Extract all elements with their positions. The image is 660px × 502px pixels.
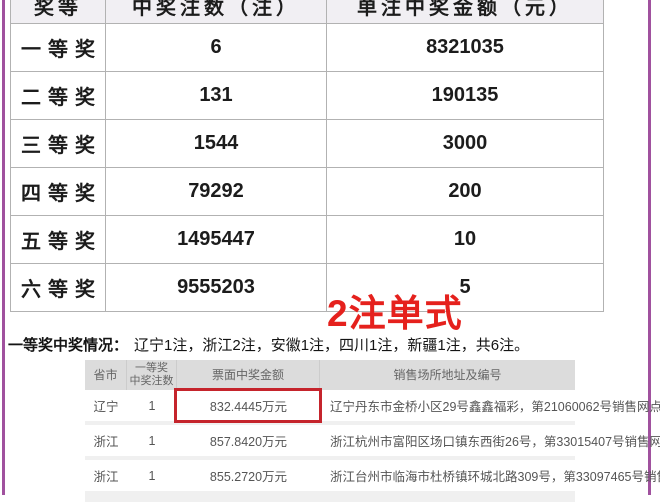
detail-header-row: 省市 一等奖 中奖注数 票面中奖金额 销售场所地址及编号 <box>85 360 575 390</box>
address-cell: 辽宁丹东市金桥小区29号鑫鑫福彩，第21060062号销售网点。 <box>330 400 660 414</box>
first-prize-summary: 一等奖中奖情况： 辽宁1注，浙江2注，安徽1注，四川1注，新疆1注，共6注。 <box>8 336 648 355</box>
address-cell: 浙江台州市临海市杜桥镇环城北路309号，第33097465号销售网点。 <box>330 470 660 484</box>
amount-cell: 855.2720万元 <box>209 470 288 484</box>
count-cell: 1 <box>148 433 156 448</box>
count-cell: 1495447 <box>106 216 327 264</box>
detail-header-address: 销售场所地址及编号 <box>393 367 502 382</box>
table-row: 六等奖 9555203 5 <box>11 264 604 312</box>
table-row: 一等奖 6 8321035 <box>11 24 604 72</box>
amount-cell: 190135 <box>327 72 604 120</box>
amount-cell: 857.8420万元 <box>209 435 288 449</box>
address-cell: 浙江杭州市富阳区场口镇东西街26号，第33015407号销售网点。 <box>330 435 660 449</box>
table-row: 四等奖 79292 200 <box>11 168 604 216</box>
detail-header-amount: 票面中奖金额 <box>177 360 320 390</box>
tier-cell: 四等奖 <box>11 168 106 216</box>
detail-header-count: 一等奖 中奖注数 <box>127 360 177 390</box>
table-row: 二等奖 131 190135 <box>11 72 604 120</box>
cropped-partial-row <box>85 495 575 502</box>
header-amount: 单注中奖金额（元） <box>327 0 604 23</box>
table-row: 五等奖 1495447 10 <box>11 216 604 264</box>
table-row: 三等奖 1544 3000 <box>11 120 604 168</box>
detail-row: 辽宁 1 832.4445万元 辽宁丹东市金桥小区29号鑫鑫福彩，第210600… <box>85 390 660 425</box>
count-cell: 1 <box>148 468 156 483</box>
amount-cell: 8321035 <box>327 24 604 72</box>
count-cell: 79292 <box>106 168 327 216</box>
detail-row: 浙江 1 857.8420万元 浙江杭州市富阳区场口镇东西街26号，第33015… <box>85 425 660 460</box>
frame-border-right <box>648 0 651 495</box>
detail-row: 浙江 1 855.2720万元 浙江台州市临海市杜桥镇环城北路309号，第330… <box>85 460 660 495</box>
amount-cell: 3000 <box>327 120 604 168</box>
amount-cell: 10 <box>327 216 604 264</box>
tier-cell: 五等奖 <box>11 216 106 264</box>
count-cell: 1 <box>148 398 156 413</box>
province-cell: 浙江 <box>93 470 119 484</box>
prize-table: 奖等 中奖注数（注） 单注中奖金额（元） 一等奖 6 8321035 二等奖 1… <box>10 0 604 312</box>
count-cell: 1544 <box>106 120 327 168</box>
tier-cell: 六等奖 <box>11 264 106 312</box>
red-highlight-box <box>174 388 322 423</box>
red-stamp-text: 2注单式 <box>327 293 463 334</box>
tier-cell: 三等奖 <box>11 120 106 168</box>
count-cell: 6 <box>106 24 327 72</box>
summary-text: 辽宁1注，浙江2注，安徽1注，四川1注，新疆1注，共6注。 <box>134 337 530 354</box>
prize-table-header-row: 奖等 中奖注数（注） 单注中奖金额（元） <box>11 0 604 24</box>
amount-cell: 832.4445万元 <box>209 400 288 414</box>
header-tier: 奖等 <box>11 0 106 23</box>
tier-cell: 一等奖 <box>11 24 106 72</box>
tier-cell: 二等奖 <box>11 72 106 120</box>
amount-cell: 5 <box>327 264 604 312</box>
count-cell: 9555203 <box>106 264 327 312</box>
summary-label: 一等奖中奖情况： <box>8 337 129 354</box>
header-count: 中奖注数（注） <box>106 0 327 23</box>
amount-cell: 200 <box>327 168 604 216</box>
frame-border-left <box>2 0 5 495</box>
province-cell: 浙江 <box>93 435 119 449</box>
count-cell: 131 <box>106 72 327 120</box>
winner-detail-table: 省市 一等奖 中奖注数 票面中奖金额 销售场所地址及编号 辽宁 1 832.44… <box>85 360 660 502</box>
detail-header-province: 省市 <box>85 360 127 390</box>
province-cell: 辽宁 <box>93 400 119 414</box>
